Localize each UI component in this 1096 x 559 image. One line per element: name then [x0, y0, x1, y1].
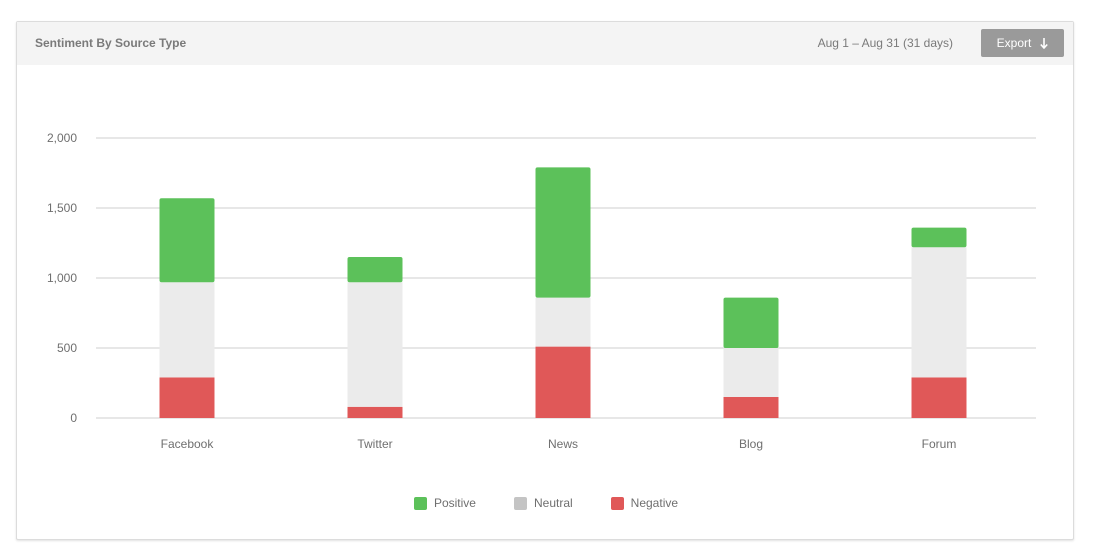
bar-segment-positive	[911, 227, 967, 248]
bar-segment-neutral	[159, 282, 215, 378]
legend-swatch-neutral	[513, 496, 527, 510]
bar-segment-positive	[723, 297, 779, 348]
bar-segment-negative	[159, 377, 215, 418]
bar-segment-positive	[535, 167, 591, 298]
date-range[interactable]: Aug 1 – Aug 31 (31 days)	[817, 36, 953, 50]
export-label: Export	[996, 36, 1032, 50]
y-tick-label: 1,500	[47, 201, 77, 215]
bar-segment-neutral	[535, 297, 591, 347]
legend-label-neutral: Neutral	[533, 496, 573, 510]
bar-segment-neutral	[723, 348, 779, 397]
bar-segment-negative	[723, 397, 779, 418]
legend-item-neutral[interactable]: Neutral	[513, 496, 573, 510]
x-tick-label: Forum	[922, 437, 957, 451]
bar-segment-neutral	[347, 282, 403, 407]
x-tick-label: Blog	[739, 437, 763, 451]
arrow-down-icon	[1040, 37, 1049, 49]
card-header: Sentiment By Source Type Aug 1 – Aug 31 …	[17, 22, 1073, 65]
stacked-bar-chart: 0 500 1,000 1,500 2,000 Facebook Twitter News Bl…	[47, 131, 1036, 451]
x-tick-label: Facebook	[161, 437, 215, 451]
x-tick-label: News	[548, 437, 578, 451]
y-tick-label: 500	[57, 341, 77, 355]
y-tick-label: 2,000	[47, 131, 77, 145]
legend-swatch-negative	[610, 496, 624, 510]
chart-legend: Positive Neutral Negative	[17, 496, 1075, 510]
bar-segment-negative	[535, 346, 591, 418]
x-tick-label: Twitter	[357, 437, 392, 451]
legend-label-positive: Positive	[433, 496, 476, 510]
y-tick-label: 0	[70, 411, 77, 425]
y-tick-label: 1,000	[47, 271, 77, 285]
legend-item-negative[interactable]: Negative	[610, 496, 679, 510]
bar-segment-positive	[347, 257, 403, 283]
legend-label-negative: Negative	[630, 496, 679, 510]
bar-segment-negative	[911, 377, 967, 418]
card-title: Sentiment By Source Type	[35, 36, 187, 50]
legend-swatch-positive	[413, 496, 427, 510]
legend-item-positive[interactable]: Positive	[413, 496, 476, 510]
export-button[interactable]: Export	[981, 29, 1064, 57]
bar-segment-positive	[159, 198, 215, 283]
bar-segment-neutral	[911, 247, 967, 378]
sentiment-chart-card: Sentiment By Source Type Aug 1 – Aug 31 …	[16, 21, 1074, 540]
bar-segment-negative	[347, 406, 403, 418]
